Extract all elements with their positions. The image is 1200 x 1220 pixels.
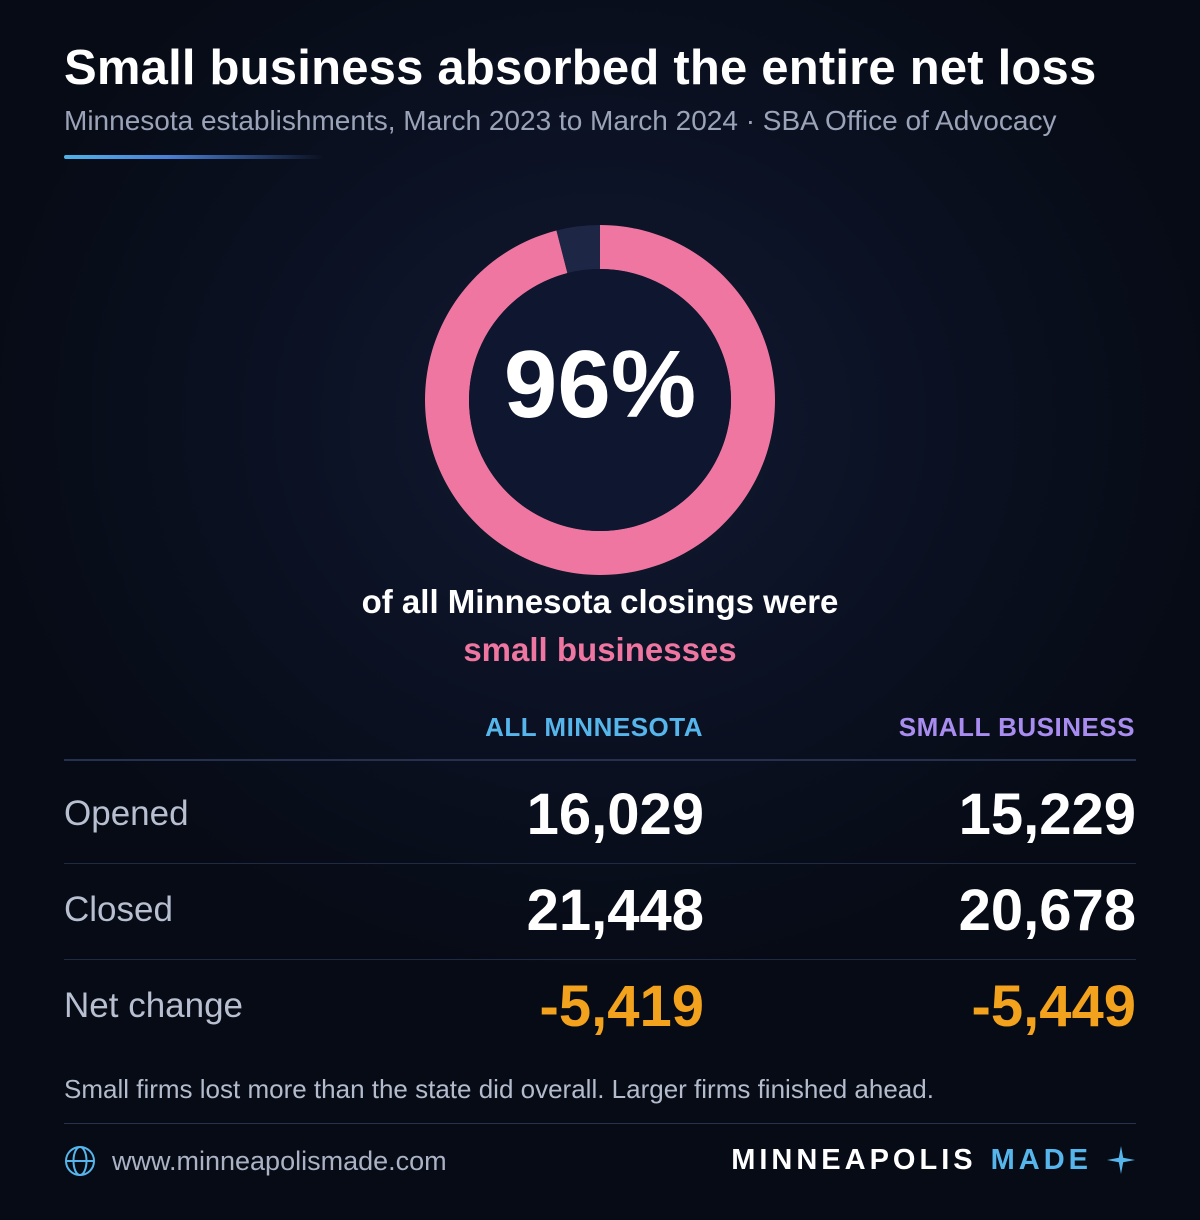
- donut-svg: [425, 225, 775, 575]
- donut-hole: [469, 269, 731, 531]
- row-divider: [64, 863, 1136, 864]
- chart-subtitle: Minnesota establishments, March 2023 to …: [64, 105, 1057, 136]
- highlight-caption-line2: small businesses: [463, 631, 737, 668]
- sparkle-icon: [1107, 1146, 1135, 1174]
- small-business-value: -5,449: [971, 974, 1136, 1039]
- row-divider: [64, 959, 1136, 960]
- row-label: Opened: [64, 794, 189, 833]
- small-business-value: 15,229: [958, 782, 1136, 847]
- title-accent-line: [64, 155, 324, 159]
- highlight-percentage: 96%: [503, 331, 697, 438]
- donut-slice-remainder: [556, 225, 600, 274]
- globe-icon: [65, 1146, 95, 1176]
- row-label: Net change: [64, 986, 244, 1025]
- footer-website: www.minneapolismade.com: [64, 1144, 447, 1178]
- website-url: www.minneapolismade.com: [112, 1145, 447, 1176]
- column-header-small-business: SMALL BUSINESS: [898, 712, 1135, 742]
- row-label: Closed: [64, 890, 173, 929]
- footer-divider: [64, 1123, 1136, 1124]
- column-header-all-minnesota: ALL MINNESOTA: [485, 712, 703, 742]
- small-business-value: 20,678: [958, 878, 1136, 943]
- brand-logo: MINNEAPOLIS MADE: [731, 1143, 1136, 1177]
- all-minnesota-value: 16,029: [526, 782, 704, 847]
- donut-chart: 96%: [425, 225, 775, 575]
- footnote: Small firms lost more than the state did…: [64, 1074, 934, 1104]
- brand-accent: MADE: [990, 1143, 1092, 1176]
- highlight-caption-line1: of all Minnesota closings were: [361, 583, 839, 620]
- all-minnesota-value: 21,448: [526, 878, 704, 943]
- all-minnesota-value: -5,419: [539, 974, 704, 1039]
- table-row-opened: Opened 16,029 15,229: [64, 768, 1136, 864]
- brand-name: MINNEAPOLIS: [731, 1143, 977, 1176]
- chart-title: Small business absorbed the entire net l…: [64, 41, 1097, 95]
- table-row-closed: Closed 21,448 20,678: [64, 864, 1136, 960]
- table-row-net-change: Net change -5,419 -5,449: [64, 960, 1136, 1056]
- header-divider: [64, 759, 1136, 761]
